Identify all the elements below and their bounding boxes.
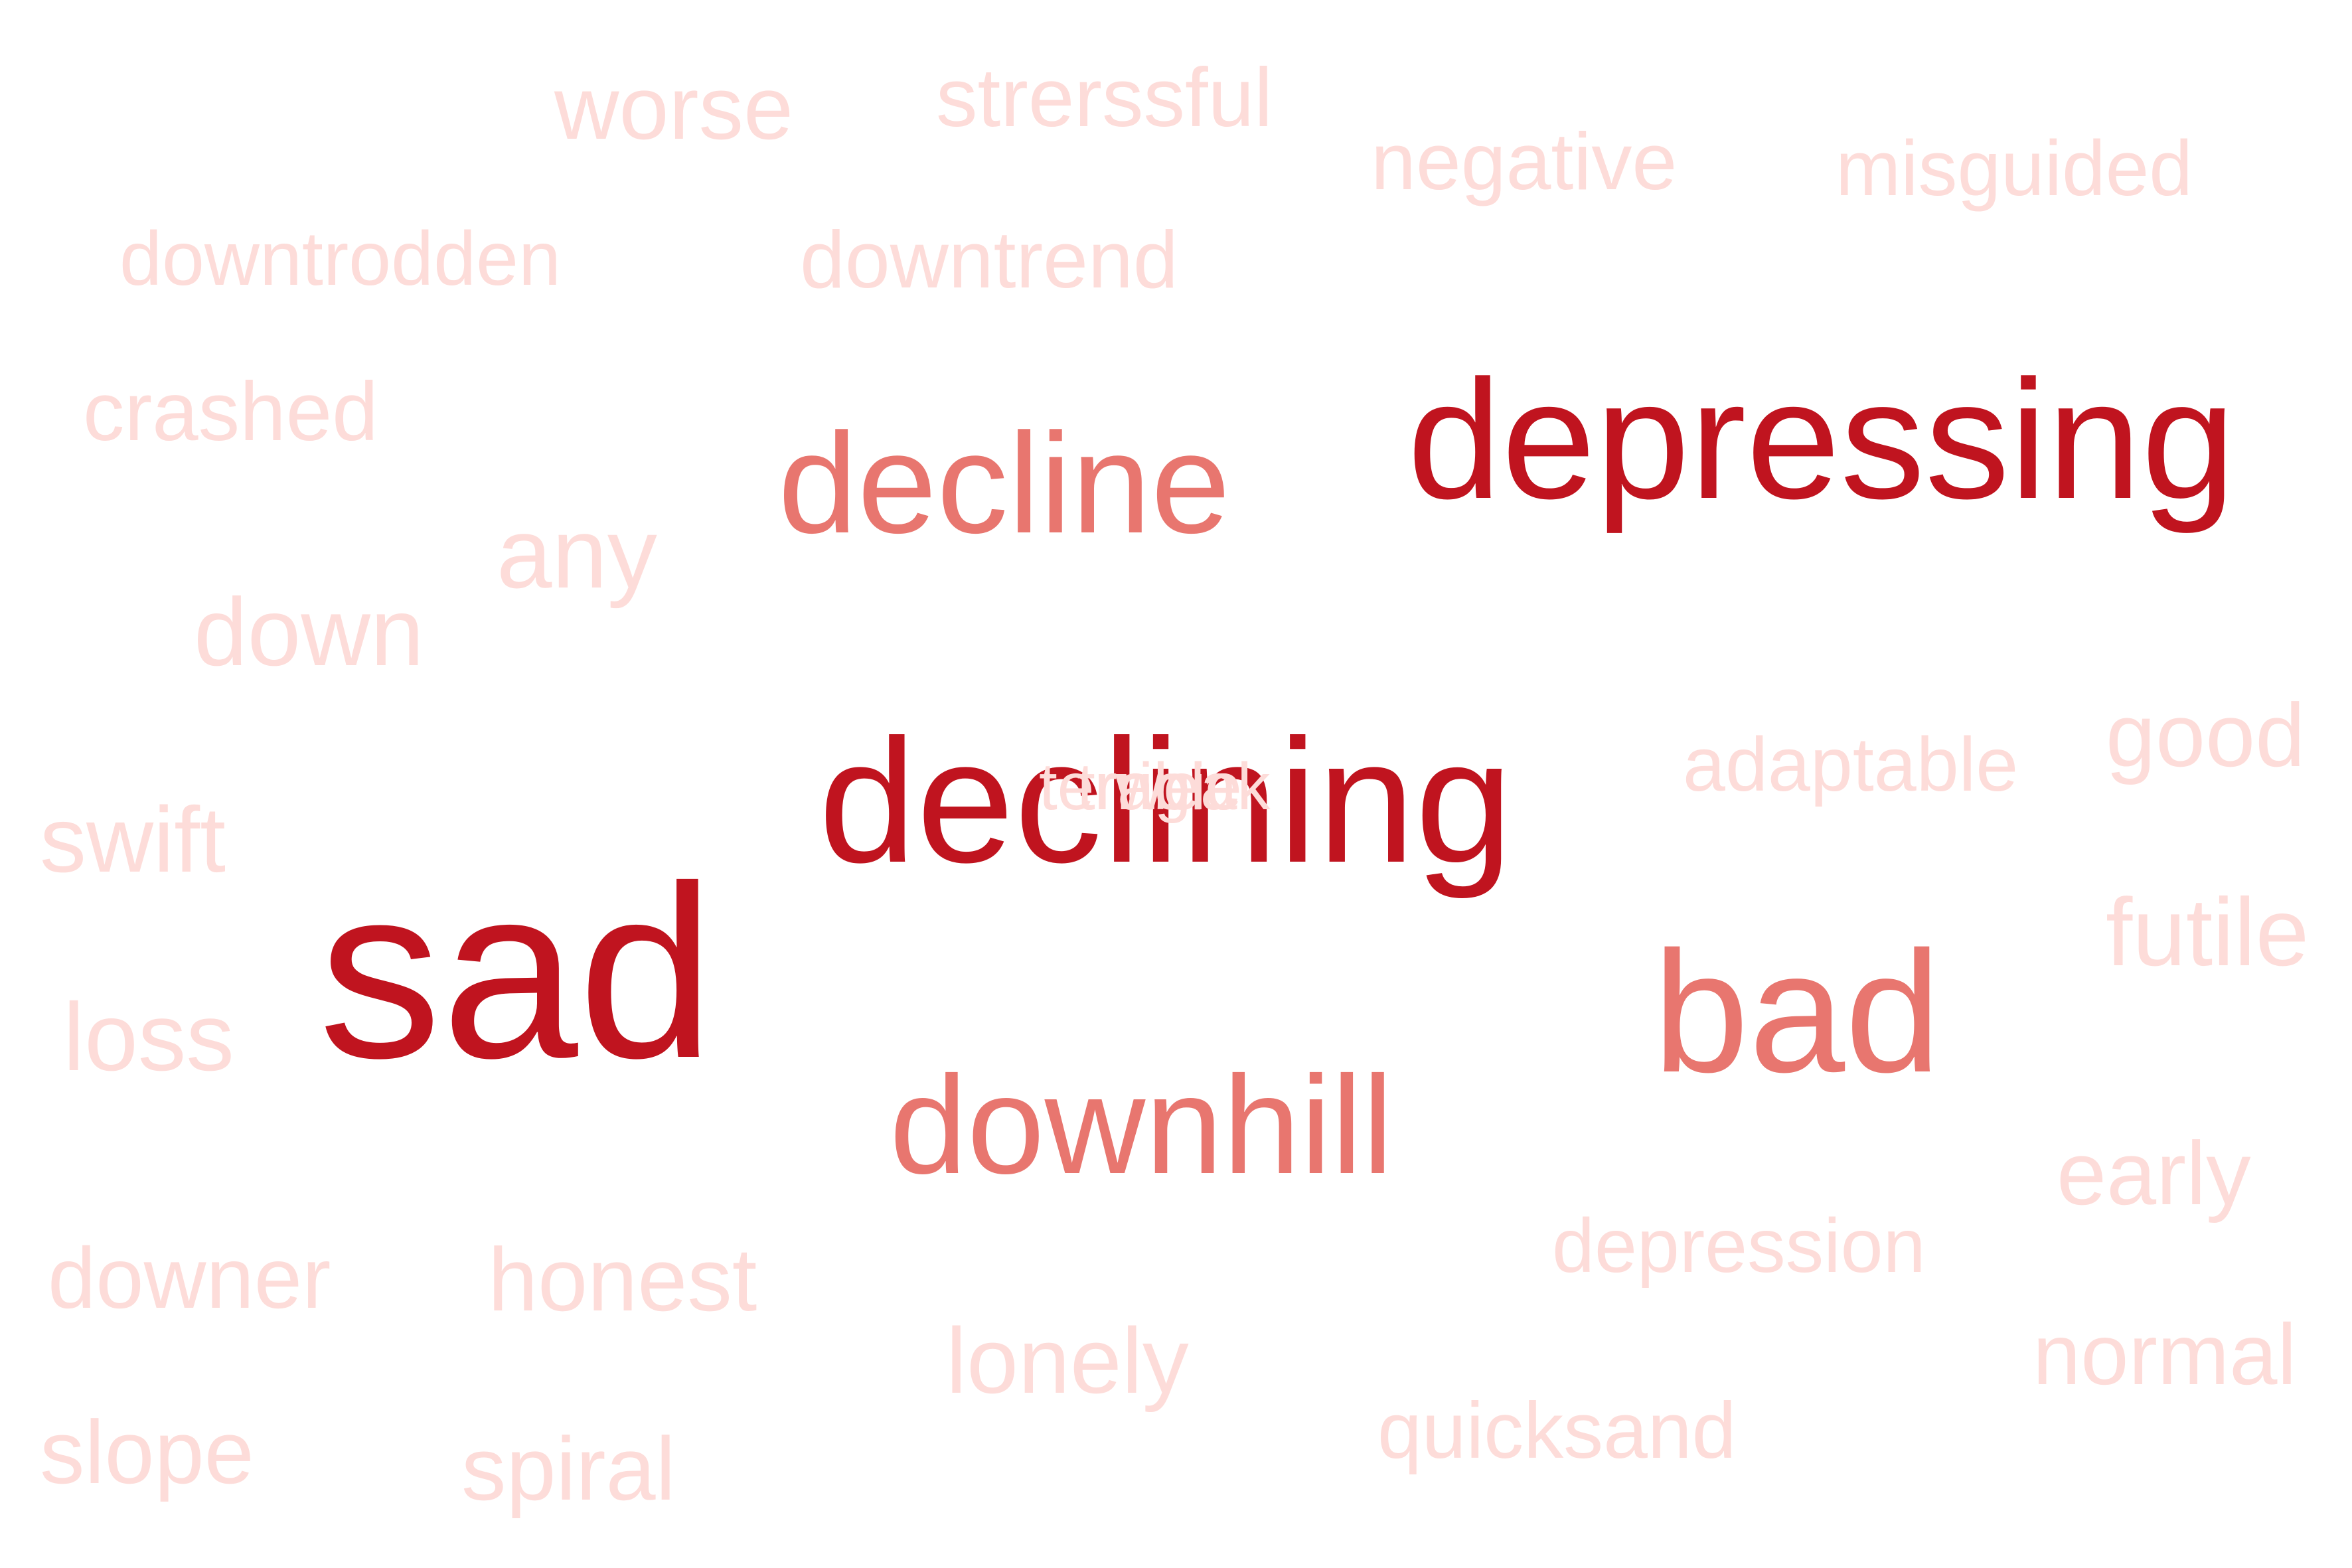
word-sad: sad: [319, 835, 715, 1109]
word-worse: worse: [554, 58, 794, 158]
word-early: early: [2057, 1123, 2251, 1223]
word-decline: decline: [778, 403, 1231, 563]
word-any: any: [497, 497, 657, 609]
word-overlap-2: tragic: [1077, 749, 1239, 824]
word-down: down: [194, 578, 424, 686]
word-strerssful: strerssful: [936, 52, 1273, 144]
word-declining: declining: [819, 703, 1514, 900]
word-quicksand: quicksand: [1377, 1386, 1737, 1475]
word-overlap-3: weak: [1115, 749, 1271, 824]
word-normal: normal: [2033, 1306, 2297, 1403]
word-downhill: downhill: [890, 1047, 1393, 1203]
word-good: good: [2106, 685, 2306, 785]
word-futile: futile: [2106, 878, 2310, 986]
word-lonely: lonely: [946, 1308, 1189, 1413]
word-misguided: misguided: [1836, 125, 2193, 212]
word-spiral: spiral: [461, 1419, 676, 1519]
word-slope: slope: [40, 1402, 254, 1502]
word-downtrend: downtrend: [800, 214, 1178, 305]
word-downtrodden: downtrodden: [119, 216, 561, 301]
word-depression: depression: [1552, 1204, 1926, 1289]
word-bad: bad: [1653, 916, 1941, 1109]
word-crashed: crashed: [83, 366, 378, 458]
word-overlap-1: terrible: [1039, 749, 1242, 824]
word-depressing: depressing: [1407, 345, 2236, 534]
word-downer: downer: [48, 1229, 331, 1326]
word-honest: honest: [488, 1229, 757, 1330]
word-loss: loss: [63, 983, 234, 1091]
word-adaptable: adaptable: [1683, 722, 2019, 807]
word-negative: negative: [1371, 116, 1678, 206]
word-swift: swift: [40, 787, 226, 892]
